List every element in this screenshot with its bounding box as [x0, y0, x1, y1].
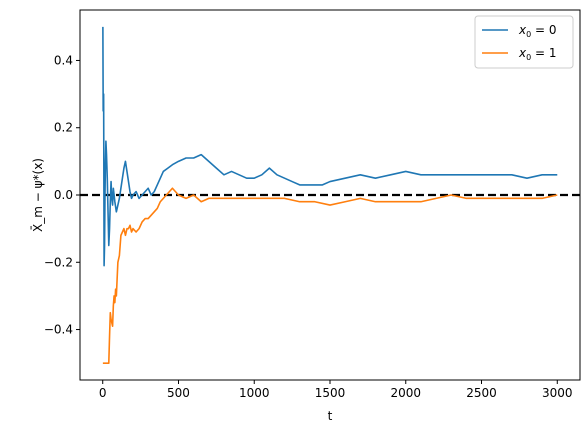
y-tick-label: −0.2	[44, 255, 73, 269]
legend-label-rest-0: = 0	[531, 23, 556, 37]
legend: x0 = 0 x0 = 1	[474, 15, 574, 69]
x-axis-label: t	[328, 409, 333, 423]
legend-label-sub-0: 0	[526, 30, 531, 39]
x-tick-label: 0	[99, 386, 107, 400]
legend-label-series-0: x0 = 0	[518, 23, 557, 39]
plot-area	[80, 10, 580, 380]
x-tick-label: 1000	[239, 386, 270, 400]
y-tick-label: 0.4	[54, 53, 73, 67]
legend-label-series-1: x0 = 1	[518, 46, 557, 62]
x-tick-label: 3000	[542, 386, 573, 400]
legend-label-rest-1: = 1	[531, 46, 556, 60]
x-tick-label: 500	[167, 386, 190, 400]
y-axis-ticks: 0.4 0.2 0.0 −0.2 −0.4	[44, 53, 80, 337]
x-tick-label: 2500	[466, 386, 497, 400]
y-axis-label: X̄_m − ψ*(x)	[31, 158, 45, 232]
y-tick-label: 0.0	[54, 188, 73, 202]
legend-label-main-0: x	[518, 23, 527, 37]
legend-box	[474, 15, 574, 69]
x-tick-label: 2000	[390, 386, 421, 400]
legend-label-sub-1: 0	[526, 53, 531, 62]
series-line-0	[102, 26, 558, 267]
y-tick-label: 0.2	[54, 121, 73, 135]
series-layer	[102, 26, 558, 364]
series-line-1	[102, 187, 558, 364]
x-tick-label: 1500	[315, 386, 346, 400]
y-tick-label: −0.4	[44, 323, 73, 337]
x-axis-ticks: 0 500 1000 1500 2000 2500 3000	[99, 380, 573, 400]
legend-label-main-1: x	[518, 46, 527, 60]
